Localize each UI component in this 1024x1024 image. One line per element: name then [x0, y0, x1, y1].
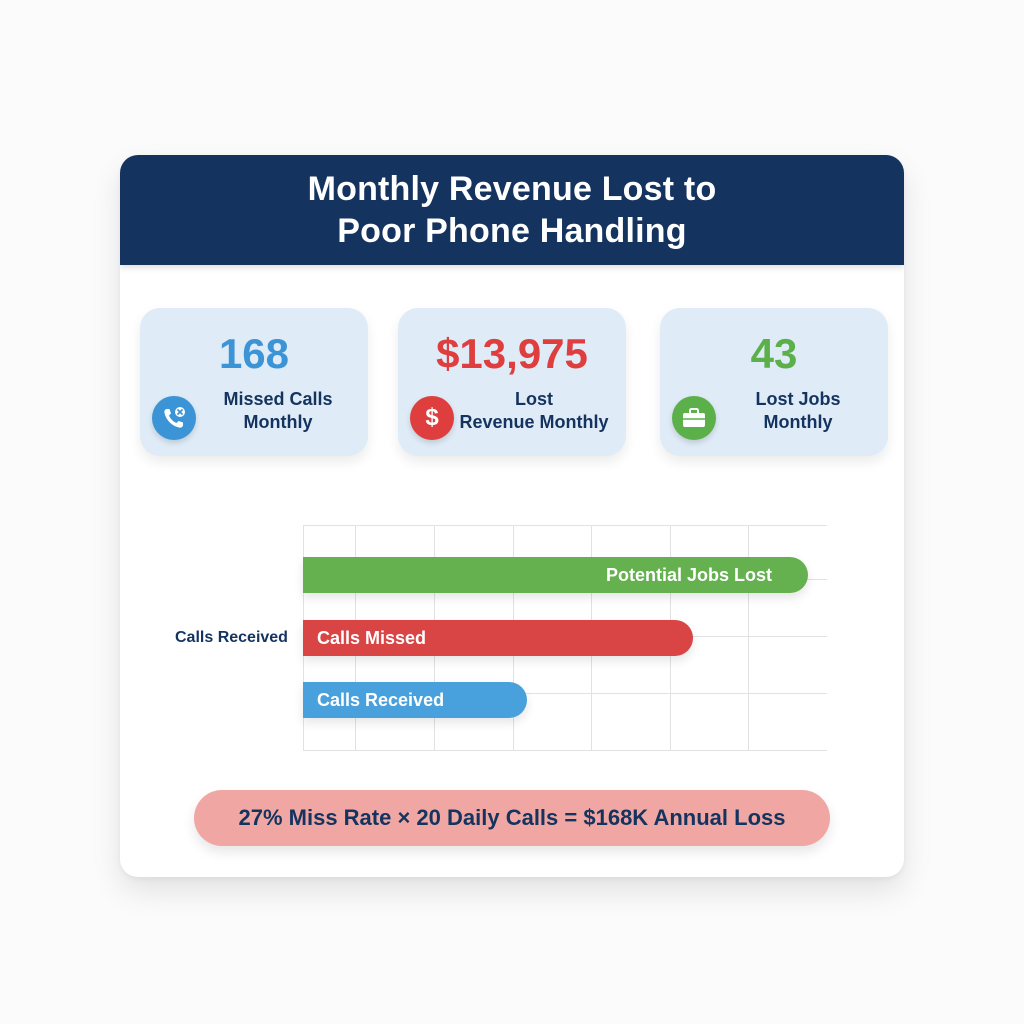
- bar-label: Potential Jobs Lost: [605, 565, 772, 585]
- bar-label: Calls Received: [317, 690, 445, 710]
- y-axis-label: Calls Received: [175, 629, 288, 646]
- bar-potential-jobs-lost: Potential Jobs Lost: [303, 557, 808, 593]
- gridline: [748, 525, 749, 751]
- briefcase-icon: [672, 396, 716, 440]
- gridline: [303, 750, 827, 751]
- stat-value: $13,975: [436, 330, 588, 377]
- phone-missed-icon: [152, 396, 196, 440]
- stat-value: 43: [750, 330, 798, 377]
- infographic-card: Monthly Revenue Lost to Poor Phone Handl…: [120, 155, 904, 877]
- dollar-icon: $: [410, 396, 454, 440]
- bar-calls-received: Calls Received: [303, 682, 527, 718]
- stat-value: 168: [218, 330, 290, 377]
- bar-chart: Calls Received Potential Jobs Lost Calls…: [120, 155, 904, 877]
- gridline: [303, 525, 827, 526]
- bar-label: Calls Missed: [317, 628, 427, 648]
- summary-banner: 27% Miss Rate × 20 Daily Calls = $168K A…: [194, 790, 830, 846]
- bar-calls-missed: Calls Missed: [303, 620, 693, 656]
- page-title-line2: Poor Phone Handling: [337, 212, 687, 250]
- stat-label: Lost Revenue Monthly: [459, 389, 609, 432]
- page-title-line1: Monthly Revenue Lost to: [307, 170, 717, 208]
- stat-card-lost-jobs: 43 Lost Jobs Monthly: [660, 308, 888, 456]
- stat-label: Missed Calls Monthly: [223, 389, 333, 432]
- stat-label: Lost Jobs Monthly: [755, 389, 841, 432]
- stat-card-missed-calls: 168 Missed Calls Monthly: [140, 308, 368, 456]
- gridline: [303, 693, 827, 694]
- stat-card-lost-revenue: $13,975 $ Lost Revenue Monthly: [398, 308, 626, 456]
- header-banner: Monthly Revenue Lost to Poor Phone Handl…: [120, 155, 904, 265]
